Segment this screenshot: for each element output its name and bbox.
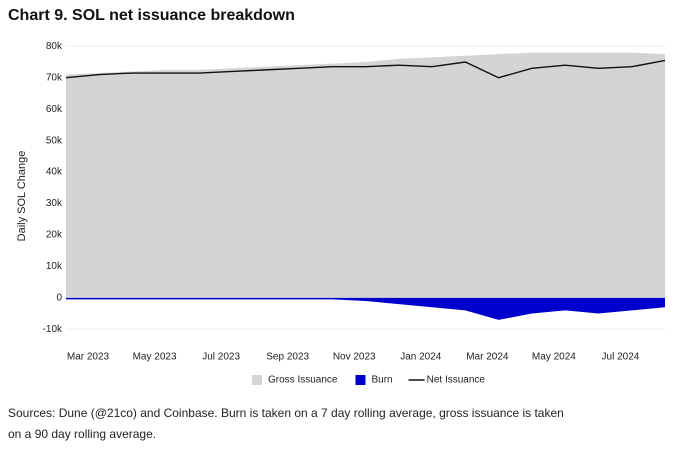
- legend-swatch: [355, 375, 366, 385]
- y-tick-label: 10k: [46, 261, 63, 272]
- legend-label: Net Issuance: [427, 375, 486, 386]
- legend-swatch: [252, 375, 262, 385]
- x-tick-label: May 2023: [133, 352, 177, 363]
- source-note: on a 90 day rolling average.: [8, 427, 156, 441]
- x-tick-label: Jan 2024: [400, 352, 442, 363]
- y-tick-label: 80k: [46, 41, 63, 52]
- y-tick-label: 40k: [46, 167, 63, 178]
- area: [66, 297, 665, 320]
- x-tick-label: Mar 2023: [67, 352, 110, 363]
- x-tick-label: Sep 2023: [266, 352, 309, 363]
- x-tick-label: Mar 2024: [466, 352, 509, 363]
- x-tick-label: Jul 2023: [202, 352, 240, 363]
- source-note: Sources: Dune (@21co) and Coinbase. Burn…: [8, 406, 564, 420]
- y-tick-label: 60k: [46, 104, 63, 115]
- legend-label: Gross Issuance: [268, 375, 338, 386]
- y-tick-label: -10k: [43, 324, 63, 335]
- area: [66, 52, 665, 298]
- y-tick-label: 0: [56, 292, 62, 303]
- x-tick-label: Nov 2023: [333, 352, 376, 363]
- y-tick-label: 30k: [46, 198, 63, 209]
- legend-label: Burn: [371, 375, 392, 386]
- chart-title: Chart 9. SOL net issuance breakdown: [8, 7, 295, 24]
- y-tick-label: 20k: [46, 230, 63, 241]
- x-tick-label: Jul 2024: [602, 352, 640, 363]
- y-tick-label: 50k: [46, 135, 63, 146]
- line: [65, 59, 666, 79]
- y-axis-label: Daily SOL Change: [16, 151, 28, 242]
- x-tick-label: May 2024: [532, 352, 576, 363]
- y-tick-label: 70k: [46, 72, 63, 83]
